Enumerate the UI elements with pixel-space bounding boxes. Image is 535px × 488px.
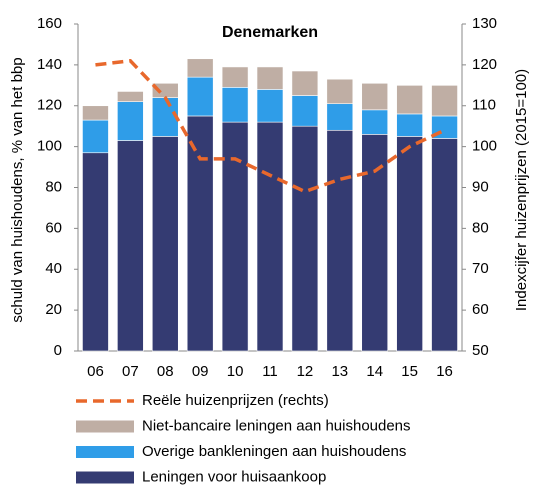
y-tick-label: 20: [45, 301, 62, 318]
bar-segment: [82, 152, 109, 352]
y2-tick-label: 110: [472, 97, 496, 114]
bar-segment: [396, 85, 423, 115]
y-tick-label: 40: [45, 260, 62, 277]
y-tick-label: 120: [37, 97, 62, 114]
bar-segment: [291, 70, 319, 96]
bar-segment: [186, 58, 214, 78]
y-tick-label: 140: [37, 56, 62, 73]
bar-segment: [117, 140, 144, 352]
y2-tick-label: 70: [472, 260, 489, 277]
y2-tick-label: 130: [472, 15, 497, 32]
y2-tick-label: 80: [472, 219, 489, 236]
y2-axis-title: Indexcijfer huizenprijzen (2015=100): [513, 69, 530, 311]
y2-tick-label: 50: [472, 342, 489, 359]
x-tick-label: 16: [436, 363, 453, 380]
x-tick-label: 10: [227, 363, 244, 380]
bar-segment: [117, 91, 144, 102]
bar-segment: [221, 87, 249, 123]
bar-segment: [361, 82, 389, 111]
y-axis-title: schuld van huishoudens, % van het bbp: [9, 57, 26, 322]
x-tick-label: 07: [122, 363, 139, 380]
x-tick-label: 11: [262, 363, 278, 380]
bar-segment: [396, 136, 423, 352]
legend-swatch: [76, 420, 134, 433]
bar-segment: [326, 129, 354, 352]
bar-segment: [291, 125, 319, 352]
bar-segment: [82, 119, 109, 154]
x-tick-label: 15: [401, 363, 418, 380]
bar-segment: [256, 66, 284, 90]
y-tick-label: 0: [54, 342, 62, 359]
legend-swatch: [76, 471, 134, 484]
y2-tick-label: 120: [472, 56, 497, 73]
bar-segment: [186, 76, 214, 117]
legend-label: Niet-bancaire leningen aan huishoudens: [142, 417, 411, 434]
x-tick-label: 09: [192, 363, 209, 380]
legend-label: Overige bankleningen aan huishoudens: [142, 443, 406, 460]
x-tick-label: 06: [87, 363, 104, 380]
y2-tick-label: 90: [472, 178, 489, 195]
bar-segment: [431, 85, 458, 117]
x-tick-label: 14: [366, 363, 383, 380]
y-tick-label: 100: [37, 138, 62, 155]
bar-segment: [361, 134, 389, 352]
bar-segment: [431, 138, 458, 352]
y2-tick-label: 100: [472, 138, 497, 155]
chart-title: Denemarken: [222, 24, 318, 41]
legend-label: Reële huizenprijzen (rechts): [142, 392, 329, 409]
bar-segment: [361, 109, 389, 135]
bar-segment: [326, 103, 354, 131]
bar-segment: [291, 95, 319, 127]
bar-segment: [221, 121, 249, 352]
y-tick-label: 80: [45, 178, 62, 195]
legend-label: Leningen voor huisaankoop: [142, 468, 326, 485]
y2-tick-label: 60: [472, 301, 489, 318]
bar-segment: [82, 105, 109, 121]
x-tick-label: 13: [331, 363, 348, 380]
bar-segment: [151, 136, 179, 352]
bar-segment: [186, 115, 214, 352]
bar-segment: [396, 113, 423, 137]
y-tick-label: 160: [37, 15, 62, 32]
bar-segment: [326, 78, 354, 105]
bar-segment: [256, 89, 284, 123]
bar-segment: [117, 101, 144, 141]
x-tick-label: 08: [157, 363, 174, 380]
line-series: [95, 58, 446, 194]
bar-segment: [256, 121, 284, 352]
bar-segment: [221, 66, 249, 88]
y-tick-label: 60: [45, 219, 62, 236]
x-tick-label: 12: [297, 363, 314, 380]
legend-swatch: [76, 446, 134, 458]
